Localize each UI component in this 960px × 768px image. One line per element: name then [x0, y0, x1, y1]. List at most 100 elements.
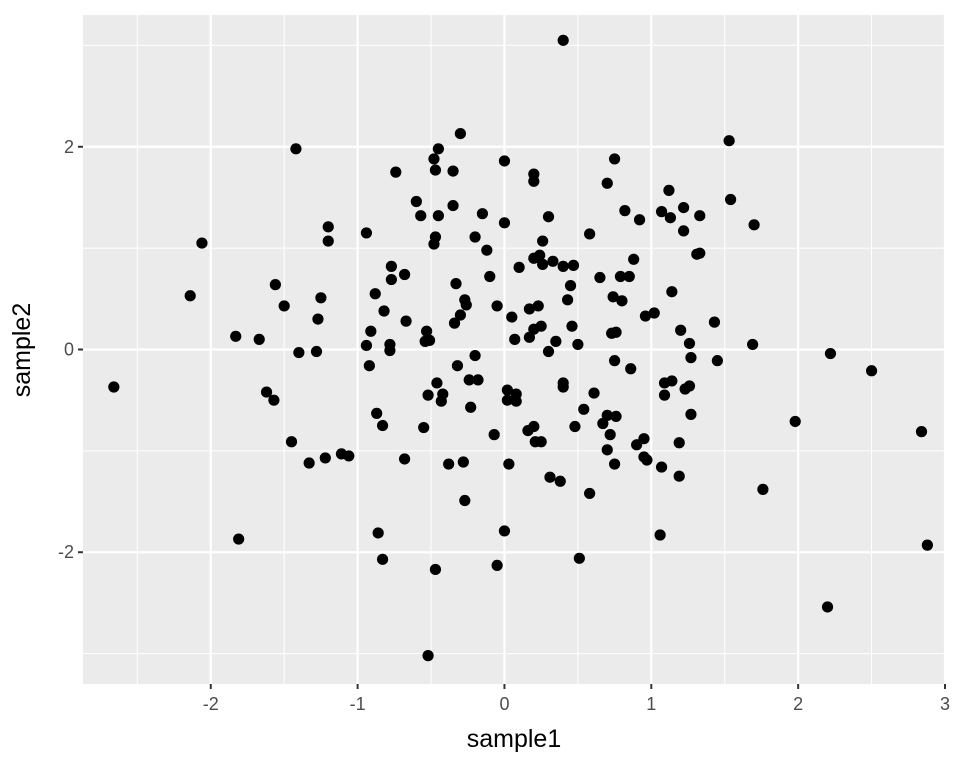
- data-point: [400, 315, 412, 327]
- data-point: [498, 155, 511, 167]
- data-point: [567, 259, 580, 271]
- data-point: [537, 258, 549, 270]
- data-point: [315, 292, 327, 304]
- data-point: [685, 352, 697, 364]
- data-point: [447, 199, 459, 212]
- data-point: [384, 344, 396, 357]
- data-point: [469, 349, 481, 362]
- data-point: [588, 387, 600, 399]
- data-point: [260, 386, 273, 398]
- data-point: [821, 601, 834, 613]
- data-point: [608, 458, 621, 470]
- data-point: [915, 426, 928, 438]
- data-point: [658, 389, 671, 401]
- data-point: [310, 345, 323, 358]
- data-point: [641, 454, 653, 466]
- data-point: [422, 650, 434, 662]
- data-point: [725, 193, 737, 206]
- data-point: [711, 355, 723, 367]
- data-point: [472, 374, 484, 386]
- data-point: [491, 300, 503, 312]
- y-axis-ticks: -2 0 2: [58, 137, 83, 562]
- data-point: [513, 261, 525, 273]
- data-point: [610, 326, 622, 338]
- data-point: [535, 320, 547, 332]
- data-point: [476, 208, 489, 220]
- data-point: [484, 270, 496, 283]
- data-point: [623, 270, 635, 283]
- data-point: [498, 217, 511, 229]
- data-point: [410, 195, 422, 208]
- data-point: [747, 338, 759, 351]
- data-point: [457, 456, 469, 468]
- data-point: [363, 360, 375, 372]
- data-point: [678, 201, 690, 214]
- data-point: [491, 559, 503, 572]
- data-point: [554, 475, 566, 487]
- data-point: [608, 153, 621, 165]
- data-point: [423, 334, 436, 346]
- x-tick-label: -2: [203, 694, 219, 714]
- data-point: [639, 310, 652, 322]
- data-point: [678, 225, 690, 237]
- data-point: [723, 135, 735, 147]
- data-point: [422, 389, 434, 401]
- data-point: [666, 286, 678, 298]
- data-point: [578, 403, 590, 415]
- data-point: [655, 206, 668, 218]
- data-point: [550, 335, 562, 347]
- data-point: [312, 313, 324, 325]
- data-point: [584, 487, 596, 500]
- data-point: [303, 457, 315, 469]
- data-point: [616, 295, 628, 307]
- data-point: [625, 363, 637, 375]
- data-point: [253, 333, 265, 345]
- data-point: [398, 268, 411, 281]
- data-point: [510, 395, 522, 407]
- data-point: [601, 444, 613, 456]
- data-point: [184, 290, 196, 302]
- data-point: [465, 401, 477, 413]
- data-point: [415, 210, 427, 222]
- data-point: [664, 212, 676, 224]
- data-point: [614, 270, 627, 283]
- data-point: [509, 333, 521, 345]
- data-point: [372, 527, 384, 539]
- data-point: [443, 458, 455, 470]
- x-tick-label: 2: [793, 694, 803, 714]
- data-point: [428, 238, 440, 250]
- data-point: [557, 381, 569, 393]
- data-point: [683, 337, 696, 350]
- data-point: [501, 384, 513, 396]
- data-point: [604, 429, 616, 441]
- data-point: [528, 252, 540, 264]
- data-point: [269, 279, 281, 291]
- data-point: [432, 210, 444, 222]
- data-point: [322, 235, 334, 247]
- data-point: [638, 433, 650, 445]
- y-tick-label: 0: [64, 340, 74, 360]
- data-point: [481, 244, 493, 256]
- data-point: [429, 164, 442, 176]
- y-axis-title: sample2: [8, 303, 36, 398]
- y-tick-label: -2: [58, 542, 74, 562]
- data-point: [319, 452, 331, 464]
- data-point: [561, 294, 574, 306]
- data-point: [501, 394, 513, 406]
- data-point: [418, 421, 430, 434]
- data-point: [230, 330, 242, 342]
- data-point: [385, 260, 397, 272]
- major-gridlines: [83, 15, 947, 684]
- data-point: [523, 303, 536, 315]
- data-point: [631, 439, 643, 451]
- data-point: [685, 408, 697, 420]
- data-point: [278, 300, 290, 312]
- data-point: [547, 255, 559, 267]
- data-point: [460, 299, 472, 311]
- data-point: [196, 237, 208, 249]
- x-axis-title: sample1: [467, 725, 562, 753]
- data-point: [421, 325, 433, 337]
- data-point: [648, 307, 660, 319]
- data-point: [376, 419, 389, 432]
